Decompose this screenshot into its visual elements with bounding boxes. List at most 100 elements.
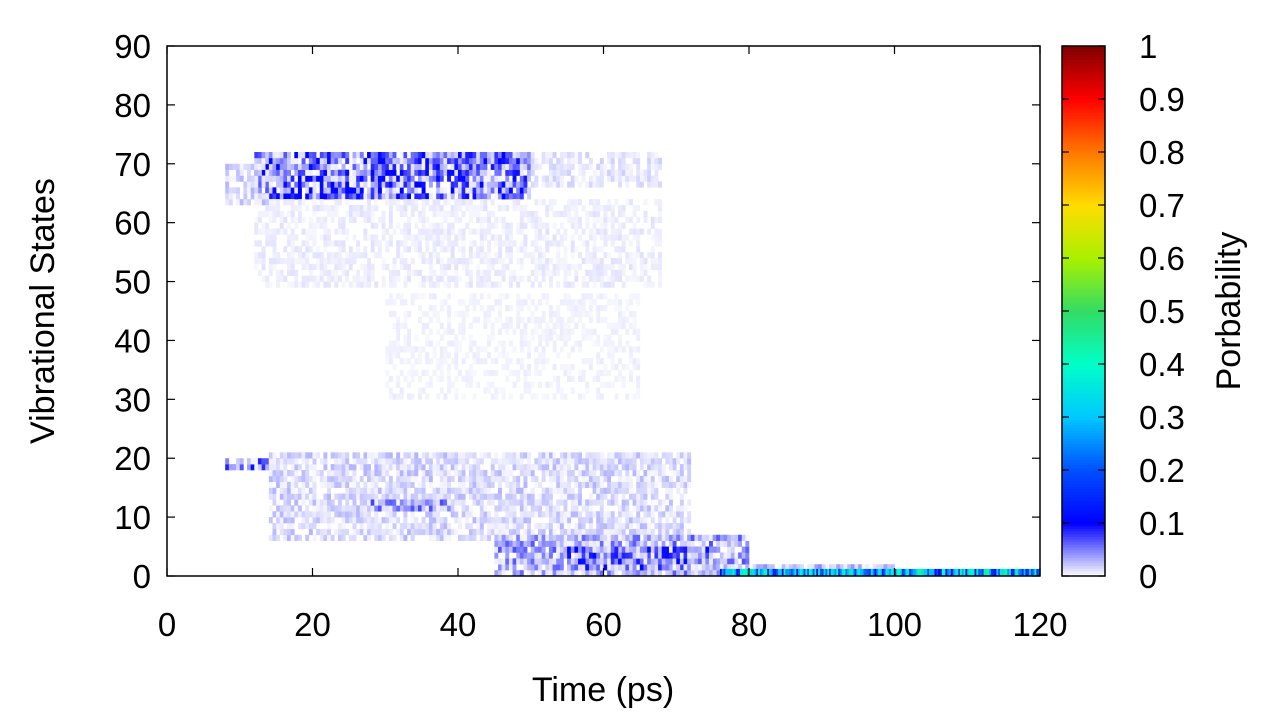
- heatmap-cell: [534, 216, 539, 223]
- heatmap-cell: [323, 481, 328, 488]
- heatmap-cell: [414, 240, 419, 247]
- heatmap-cell: [610, 163, 615, 170]
- heatmap-cell: [661, 523, 666, 530]
- colorbar-swatch: [1062, 369, 1105, 373]
- heatmap-cell: [472, 240, 477, 247]
- heatmap-cell: [392, 228, 397, 235]
- heatmap-cell: [490, 381, 495, 388]
- heatmap-cell: [337, 187, 342, 194]
- heatmap-cell: [570, 540, 575, 547]
- heatmap-cell: [468, 464, 473, 471]
- colorbar-swatch: [1062, 244, 1105, 248]
- heatmap-cell: [305, 181, 310, 188]
- heatmap-cell: [603, 487, 608, 494]
- heatmap-cell: [297, 511, 302, 518]
- heatmap-cell: [610, 234, 615, 241]
- heatmap-cell: [483, 252, 488, 259]
- heatmap-cell: [614, 493, 619, 500]
- heatmap-cell: [628, 493, 633, 500]
- heatmap-cell: [603, 540, 608, 547]
- heatmap-cell: [272, 499, 277, 506]
- heatmap-cell: [316, 470, 321, 477]
- heatmap-cell: [512, 157, 517, 165]
- heatmap-cell: [359, 205, 364, 212]
- heatmap-cell: [581, 475, 586, 483]
- colorbar-swatch: [1062, 218, 1105, 222]
- heatmap-cell: [978, 568, 981, 576]
- heatmap-cell: [541, 252, 546, 259]
- heatmap-cell: [625, 470, 630, 477]
- heatmap-cell: [618, 157, 622, 165]
- heatmap-cell: [425, 452, 430, 459]
- heatmap-cell: [639, 558, 644, 565]
- heatmap-cell: [483, 493, 488, 500]
- heatmap-cell: [388, 387, 393, 394]
- heatmap-cell: [698, 552, 703, 559]
- heatmap-cell: [363, 493, 368, 500]
- heatmap-cell: [603, 234, 608, 241]
- heatmap-cell: [272, 493, 277, 500]
- heatmap-cell: [614, 175, 619, 182]
- heatmap-cell: [889, 568, 892, 576]
- heatmap-cell: [396, 517, 401, 524]
- heatmap-cell: [563, 322, 568, 329]
- heatmap-cell: [490, 328, 495, 335]
- heatmap-cell: [265, 228, 270, 235]
- heatmap-cell: [519, 316, 524, 324]
- heatmap-cell: [585, 246, 590, 253]
- heatmap-cell: [541, 263, 546, 271]
- heatmap-cell: [319, 534, 324, 541]
- heatmap-cell: [308, 269, 313, 276]
- heatmap-cell: [567, 263, 572, 271]
- heatmap-cell: [734, 558, 739, 565]
- heatmap-cell: [268, 258, 273, 265]
- heatmap-cell: [530, 499, 535, 506]
- heatmap-cell: [534, 364, 539, 371]
- heatmap-cell: [523, 252, 528, 259]
- heatmap-cell: [399, 187, 404, 194]
- heatmap-cell: [443, 517, 448, 524]
- heatmap-cell: [563, 505, 568, 512]
- heatmap-cell: [912, 568, 915, 576]
- heatmap-cell: [534, 222, 539, 229]
- heatmap-cell: [516, 481, 521, 488]
- heatmap-cell: [665, 546, 670, 553]
- heatmap-cell: [439, 458, 444, 465]
- heatmap-cell: [432, 517, 437, 524]
- heatmap-cell: [559, 452, 564, 459]
- heatmap-cell: [508, 470, 513, 477]
- heatmap-cell: [257, 187, 262, 194]
- heatmap-cell: [559, 346, 564, 353]
- colorbar-swatch: [1062, 189, 1105, 193]
- colorbar-swatch: [1062, 541, 1105, 545]
- heatmap-cell: [334, 511, 339, 518]
- heatmap-cell: [472, 493, 477, 500]
- heatmap-cell: [570, 299, 575, 306]
- heatmap-cell: [476, 169, 481, 176]
- heatmap-cell: [819, 568, 823, 576]
- heatmap-cell: [530, 464, 535, 471]
- heatmap-cell: [323, 152, 328, 159]
- heatmap-cell: [581, 328, 586, 335]
- heatmap-cell: [628, 487, 633, 494]
- heatmap-cell: [356, 275, 361, 282]
- heatmap-cell: [599, 181, 604, 188]
- heatmap-cell: [407, 481, 412, 488]
- heatmap-cell: [330, 181, 335, 188]
- heatmap-cell: [327, 523, 331, 530]
- colorbar-swatch: [1062, 228, 1105, 233]
- heatmap-cell: [359, 511, 364, 518]
- heatmap-cell: [849, 568, 852, 576]
- heatmap-cell: [618, 334, 622, 341]
- heatmap-cell: [396, 499, 401, 506]
- heatmap-cell: [479, 505, 484, 512]
- heatmap-cell: [439, 523, 444, 530]
- heatmap-cell: [578, 487, 582, 494]
- heatmap-cell: [559, 169, 564, 176]
- heatmap-cell: [367, 216, 371, 223]
- heatmap-cell: [439, 464, 444, 471]
- heatmap-cell: [545, 511, 550, 518]
- heatmap-cell: [708, 552, 713, 559]
- heatmap-cell: [476, 528, 481, 536]
- heatmap-cell: [574, 552, 579, 559]
